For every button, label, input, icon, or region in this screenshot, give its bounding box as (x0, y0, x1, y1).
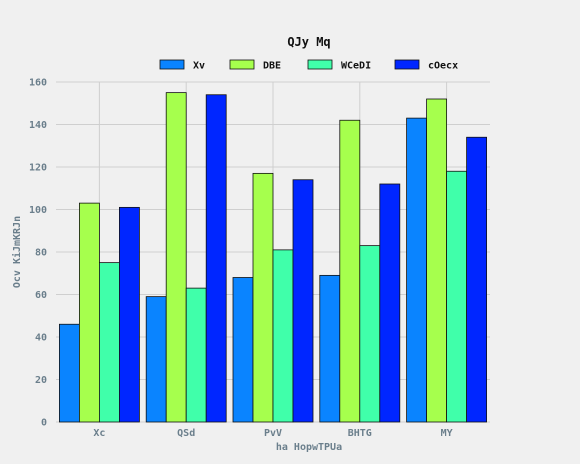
legend-label: Xv (193, 61, 205, 72)
chart-title: QJy Mq (287, 35, 330, 49)
x-tick-label: PvV (264, 428, 282, 439)
y-tick-label: 80 (35, 248, 47, 259)
y-tick-label: 40 (35, 333, 47, 344)
bars (59, 92, 488, 423)
bar-DBE-PvV (252, 172, 274, 423)
bar-DBE-Xc (79, 202, 100, 423)
bar-Xv-Xc (59, 323, 80, 423)
y-axis-label: Ocv KiJmKRJn (11, 216, 23, 288)
y-tick-label: 120 (29, 163, 47, 174)
bar-Xv-PvV (232, 277, 254, 423)
legend: Xv DBE WCeDI cOecx (159, 59, 458, 72)
bar-WCeDI-QSd (185, 287, 207, 423)
legend-swatch (229, 59, 255, 70)
bar-cOecx-QSd (205, 94, 227, 423)
y-tick-label: 140 (29, 120, 47, 131)
x-axis-label: ha HopwTPUa (276, 442, 342, 453)
bar-WCeDI-MY (446, 170, 468, 423)
bar-Xv-QSd (145, 296, 167, 423)
y-tick-label: 20 (35, 375, 47, 386)
y-tick-label: 60 (35, 290, 47, 301)
legend-label: WCeDI (341, 61, 371, 72)
y-tick-label: 100 (29, 205, 47, 216)
bar-DBE-QSd (165, 92, 187, 423)
y-tick-label: 0 (41, 418, 47, 429)
x-tick-label: MY (441, 428, 453, 439)
x-tick-label: BHTG (348, 428, 372, 439)
legend-swatch (307, 59, 333, 70)
x-axis-ticks: Xc QSd PvV BHTG MY (93, 428, 452, 439)
x-tick-label: QSd (177, 428, 195, 439)
bar-Xv-BHTG (319, 274, 341, 423)
bar-cOecx-PvV (292, 179, 314, 423)
bar-WCeDI-BHTG (359, 245, 381, 423)
bar-cOecx-Xc (119, 206, 140, 423)
bar-WCeDI-Xc (99, 262, 120, 423)
x-tick-label: Xc (93, 428, 105, 439)
bar-DBE-BHTG (339, 119, 361, 423)
bar-WCeDI-PvV (272, 249, 294, 423)
bar-Xv-MY (406, 117, 428, 423)
bar-cOecx-BHTG (379, 183, 401, 423)
y-tick-label: 160 (29, 78, 47, 89)
legend-label: DBE (263, 61, 281, 72)
legend-label: cOecx (428, 61, 458, 72)
bar-DBE-MY (426, 98, 448, 423)
legend-swatch (394, 59, 420, 70)
bar-cOecx-MY (466, 136, 488, 423)
y-axis-ticks: 0 20 40 60 80 100 120 140 160 (29, 78, 47, 429)
legend-swatch (159, 59, 185, 70)
